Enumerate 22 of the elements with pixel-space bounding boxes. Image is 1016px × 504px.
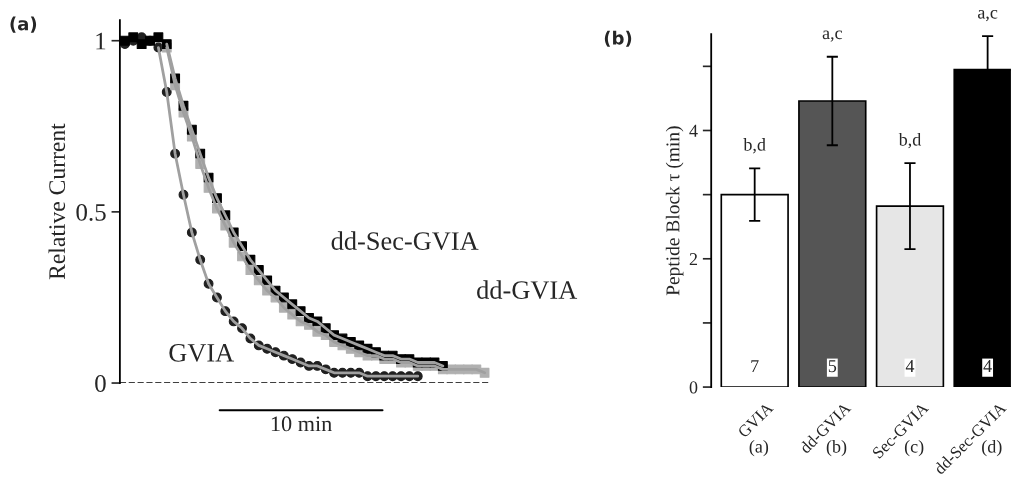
series-label: GVIA [169,343,235,362]
annotation: 4 [983,360,992,373]
y-tick-label: 4 [689,124,698,137]
y-axis-title: Relative Current [48,123,66,280]
chart-title: (a) [10,16,37,33]
y-tick-label: 0 [95,375,106,392]
annotation: b,d [743,138,766,154]
y-tick-label: 0.5 [76,203,106,221]
text: dd-Sec-GVIA [331,231,479,251]
annotation: 4 [905,360,915,373]
y-axis-title: Peptide Block τ (min) [665,126,684,296]
chart-title: (b) [604,30,632,47]
y-tick-label: 2 [689,253,698,266]
annotation: b,d [898,132,922,149]
text: 10 min [271,416,332,432]
text: dd-GVIA [477,280,578,300]
y-tick-label: 0 [689,381,698,394]
annotation: 5 [828,360,837,373]
y-tick-label: 1 [96,32,106,50]
annotation: a,c [822,30,843,42]
annotation: 7 [751,360,759,373]
text: a,c [977,9,998,22]
